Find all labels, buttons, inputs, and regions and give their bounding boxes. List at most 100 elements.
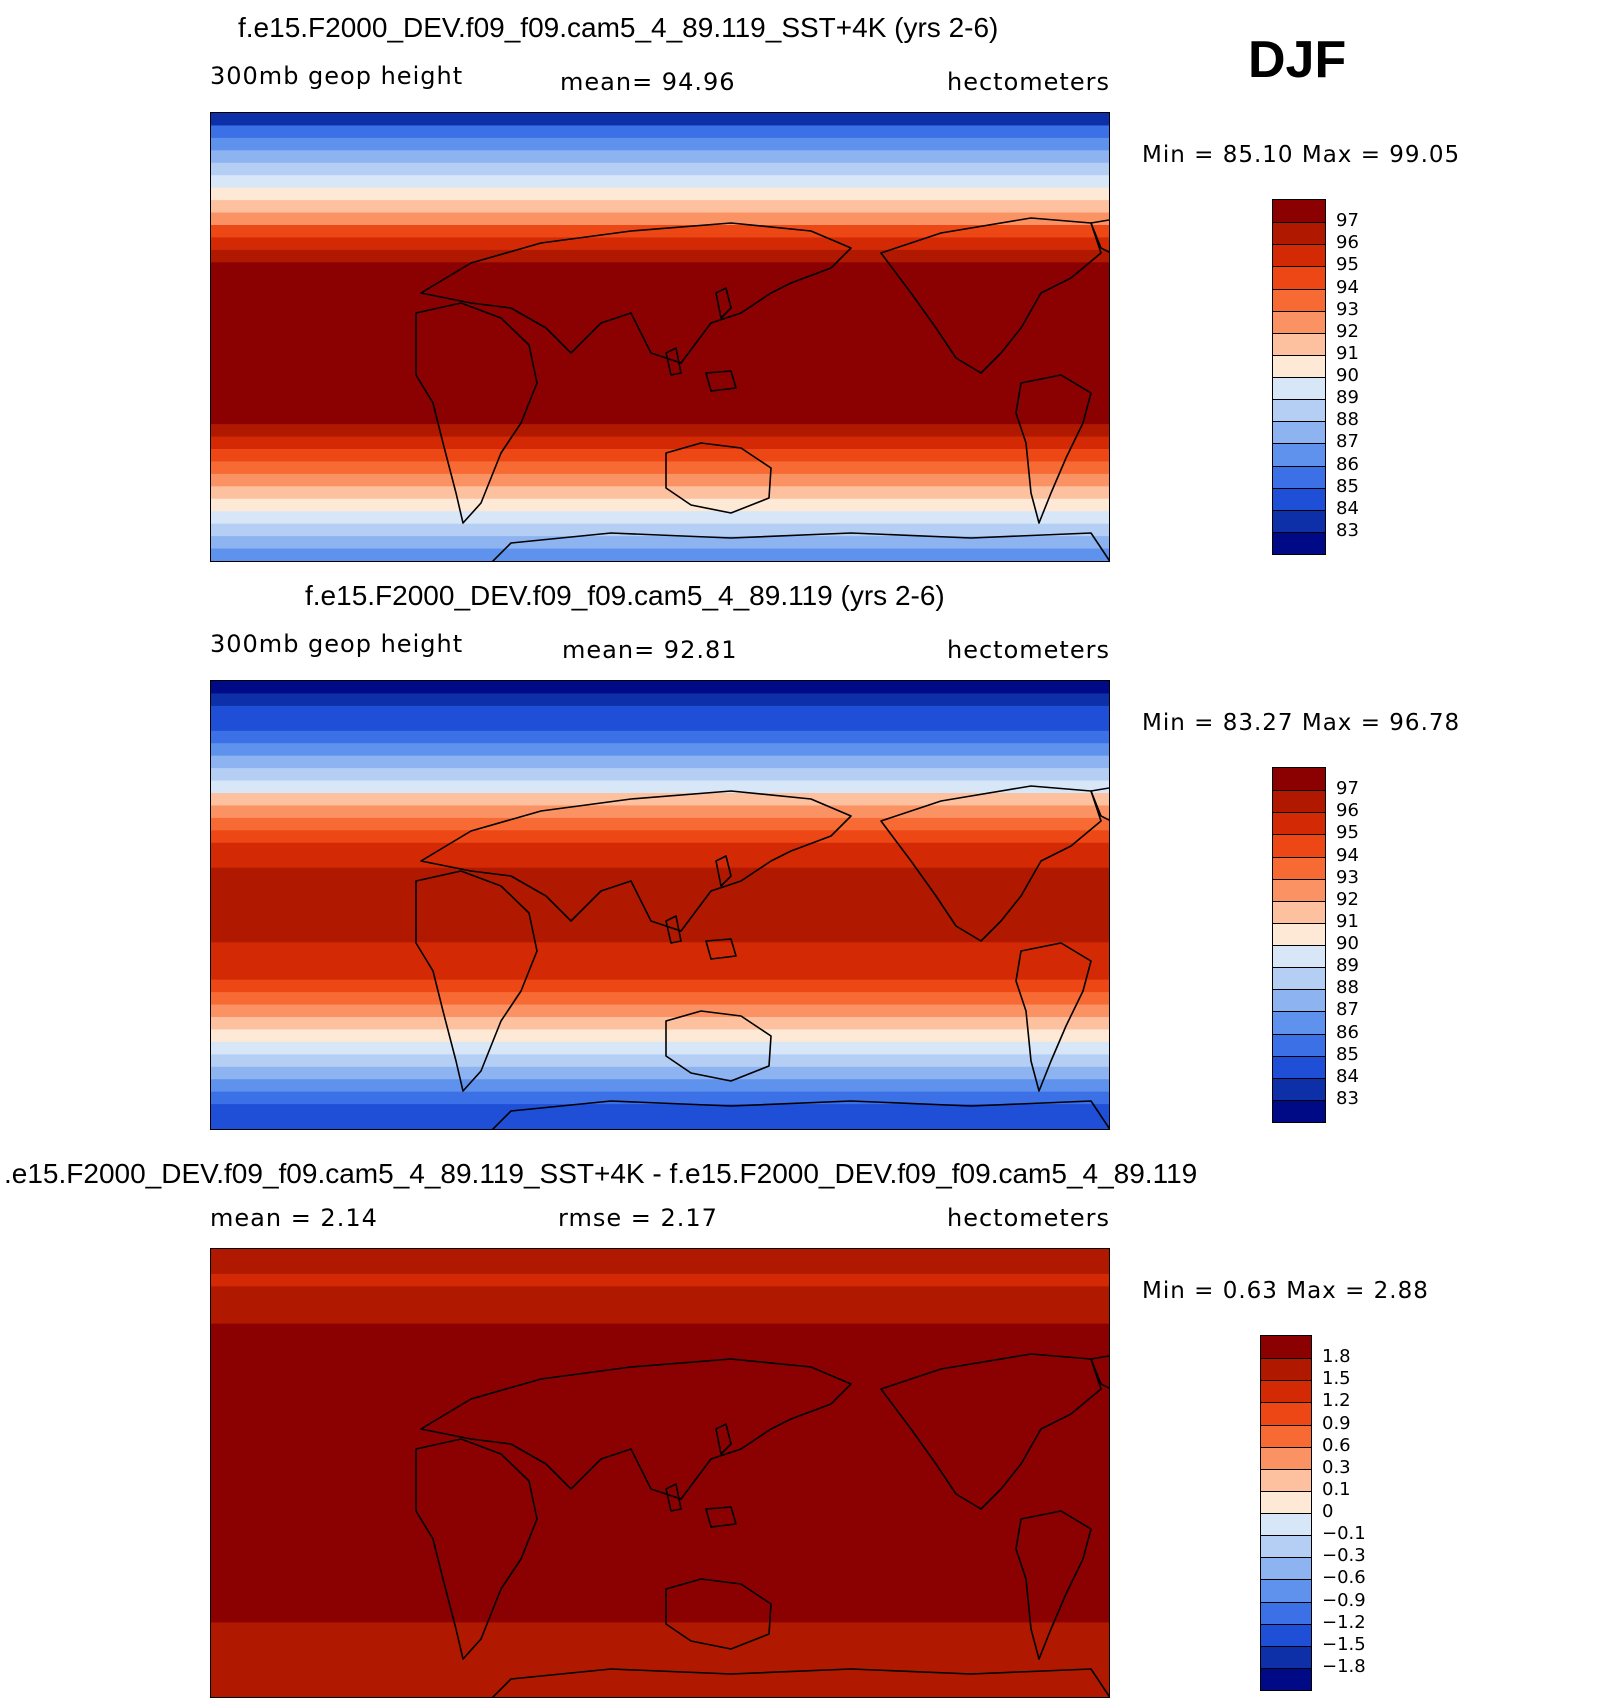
contour-band xyxy=(211,1684,1109,1697)
colorbar-tick-label: 86 xyxy=(1336,453,1359,475)
colorbar-box xyxy=(1273,900,1325,923)
colorbar-tick-label: −1.8 xyxy=(1322,1655,1366,1677)
colorbar-tick-label: 97 xyxy=(1336,210,1359,232)
coastline xyxy=(665,347,682,376)
colorbar-tick-label: 89 xyxy=(1336,387,1359,409)
contour-band xyxy=(211,793,1109,807)
contour-band xyxy=(211,1398,1109,1412)
colorbar-tick-label: 97 xyxy=(1336,778,1359,800)
coastline xyxy=(1015,1510,1092,1660)
colorbar-box xyxy=(1273,768,1325,791)
contour-band xyxy=(211,743,1109,757)
colorbar-box xyxy=(1273,377,1325,400)
contour-band xyxy=(211,249,1109,264)
colorbar-box xyxy=(1273,399,1325,422)
contour-band xyxy=(211,324,1109,338)
coastline xyxy=(1015,942,1092,1092)
colorbar-tick-label: 83 xyxy=(1336,1087,1359,1109)
coastline xyxy=(705,370,737,392)
contour-band xyxy=(211,1535,1109,1549)
colorbar-box xyxy=(1261,1380,1311,1403)
coastline xyxy=(420,1358,852,1500)
colorbar-tick-label: −1.2 xyxy=(1322,1611,1366,1633)
colorbar-box xyxy=(1273,834,1325,857)
contour-band xyxy=(211,1348,1109,1362)
colorbar-tick-label: 87 xyxy=(1336,431,1359,453)
colorbar-box xyxy=(1273,509,1325,532)
colorbar-box xyxy=(1273,1077,1325,1100)
contour-band xyxy=(211,1298,1109,1313)
colorbar-tick-label: 91 xyxy=(1336,342,1359,364)
colorbar-tick-label: 84 xyxy=(1336,497,1359,519)
contour-band xyxy=(211,498,1109,513)
coastline xyxy=(415,870,538,1092)
contour-band xyxy=(211,1473,1109,1487)
colorbar-tick-label: 0 xyxy=(1322,1501,1334,1522)
coastline xyxy=(665,915,682,944)
coastline xyxy=(420,222,852,364)
contour-band xyxy=(211,768,1109,782)
contour-band xyxy=(211,1672,1109,1686)
contour-band xyxy=(211,187,1109,202)
coastline xyxy=(665,1483,682,1512)
colorbar-box xyxy=(1273,288,1325,311)
colorbar-box xyxy=(1273,878,1325,901)
colorbar-tick-label: 91 xyxy=(1336,910,1359,932)
map-canvas xyxy=(211,681,1109,1129)
coastline xyxy=(415,1438,538,1660)
contour-band xyxy=(211,1597,1109,1611)
contour-band xyxy=(211,1522,1109,1537)
contour-band xyxy=(211,511,1109,525)
contour-band xyxy=(211,1029,1109,1043)
coastline xyxy=(715,1423,732,1455)
colorbar-box xyxy=(1273,1099,1325,1122)
contour-band xyxy=(211,337,1109,351)
colorbar-box xyxy=(1273,531,1325,554)
colorbar-tick-label: 92 xyxy=(1336,320,1359,342)
colorbar-box xyxy=(1273,200,1325,223)
colorbar-box xyxy=(1273,443,1325,466)
panel-3-rmse-label: rmse = 2.17 xyxy=(558,1204,718,1232)
coastline xyxy=(705,938,737,960)
colorbar-box xyxy=(1261,1667,1311,1690)
colorbar-tick-label: 0.1 xyxy=(1322,1478,1351,1500)
colorbar-tick-label: 83 xyxy=(1336,519,1359,541)
contour-band xyxy=(211,548,1109,561)
contour-band xyxy=(211,1286,1109,1300)
colorbar-box xyxy=(1273,790,1325,813)
contour-band xyxy=(211,1423,1109,1437)
contour-band xyxy=(211,287,1109,301)
contour-band xyxy=(211,1273,1109,1288)
colorbar-tick-label: 94 xyxy=(1336,276,1359,298)
colorbar-tick-label: 86 xyxy=(1336,1021,1359,1043)
panel-1-variable-label: 300mb geop height xyxy=(210,62,464,90)
contour-band xyxy=(211,1336,1109,1350)
contour-band xyxy=(211,312,1109,326)
panel-1-map xyxy=(210,112,1110,562)
contour-band xyxy=(211,705,1109,720)
coastline xyxy=(1090,219,1109,253)
contour-band xyxy=(211,805,1109,819)
contour-band xyxy=(211,1054,1109,1068)
colorbar-box xyxy=(1261,1402,1311,1425)
colorbar-box xyxy=(1273,856,1325,879)
colorbar-box xyxy=(1273,945,1325,968)
coastline xyxy=(665,442,772,514)
colorbar-tick-label: 90 xyxy=(1336,933,1359,954)
contour-band xyxy=(211,992,1109,1006)
season-label: DJF xyxy=(1248,31,1347,89)
contour-band xyxy=(211,536,1109,550)
coastline xyxy=(705,1506,737,1528)
panel-1-colorbar xyxy=(1272,199,1326,555)
contour-band xyxy=(211,1634,1109,1649)
contour-band xyxy=(211,780,1109,794)
colorbar-box xyxy=(1261,1468,1311,1491)
contour-band xyxy=(211,681,1109,695)
panel-3-units-label: hectometers xyxy=(947,1204,1110,1232)
colorbar-tick-label: 93 xyxy=(1336,298,1359,320)
contour-band xyxy=(211,1323,1109,1338)
colorbar-tick-label: 95 xyxy=(1336,254,1359,276)
contour-band xyxy=(211,436,1109,450)
colorbar-tick-label: −1.5 xyxy=(1322,1633,1366,1655)
colorbar-tick-label: −0.6 xyxy=(1322,1567,1366,1589)
